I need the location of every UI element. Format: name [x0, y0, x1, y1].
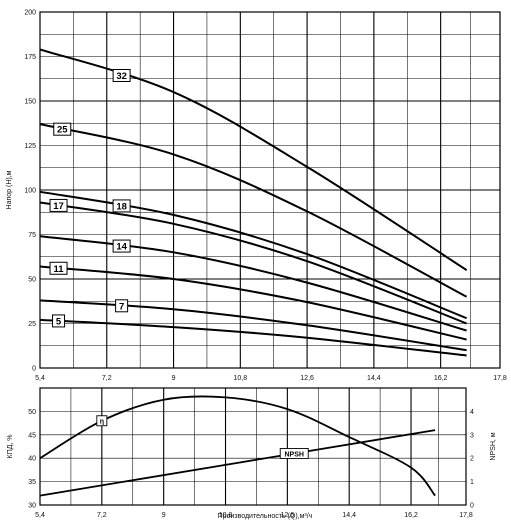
efficiency-axis-label: КПД, % [7, 435, 14, 459]
stage-label-box [115, 299, 129, 313]
head-curve-14 [39, 235, 467, 332]
stage-label: 18 [116, 201, 127, 212]
head-y-tick-label: 125 [24, 143, 36, 150]
head-curve-32 [39, 48, 468, 271]
head-curve-18 [39, 190, 467, 320]
npsh-label: NPSH [284, 451, 303, 458]
npsh-tick-label: 2 [470, 456, 474, 463]
efficiency-x-tick-label: 9 [162, 512, 166, 519]
efficiency-y-tick-label: 50 [28, 409, 36, 416]
stage-label: 7 [119, 301, 124, 312]
flow-axis-label: Производительность (Q),м³/ч [218, 513, 313, 520]
npsh-tick-label: 4 [470, 409, 474, 416]
stage-label-box [112, 199, 131, 213]
npsh-tick-label: 0 [470, 503, 474, 510]
npsh-curve [39, 429, 436, 497]
stage-label: 14 [116, 242, 127, 253]
head-x-tick-label: 9 [172, 375, 176, 382]
stage-label: 5 [56, 316, 62, 327]
head-tick-labels: 5,4 7,2 9 10,8 12,6 14,4 16,2 17,80255075100125… [24, 10, 507, 383]
stage-label-box [53, 122, 72, 136]
stage-label-box [49, 261, 68, 275]
efficiency-npsh-curves: η NPSH [39, 395, 436, 497]
head-x-tick-label: 5,4 [35, 375, 45, 382]
head-y-tick-label: 150 [24, 99, 36, 106]
stage-label-box [52, 314, 66, 328]
efficiency-x-tick-label: 5,4 [35, 512, 45, 519]
stage-label: 17 [53, 201, 64, 212]
head-curve-11 [39, 265, 467, 341]
efficiency-label: η [100, 419, 104, 426]
head-y-tick-label: 100 [24, 188, 36, 195]
head-x-tick-label: 16,2 [434, 375, 448, 382]
head-x-tick-label: 10,8 [234, 375, 248, 382]
stage-label-box [112, 68, 131, 82]
head-y-tick-label: 175 [24, 54, 36, 61]
head-x-tick-label: 7,2 [102, 375, 112, 382]
efficiency-plot-frame [39, 387, 467, 506]
efficiency-y-tick-label: 45 [28, 432, 36, 439]
head-y-tick-label: 75 [28, 232, 36, 239]
head-y-tick-label: 200 [24, 10, 36, 17]
head-y-tick-label: 50 [28, 277, 36, 284]
efficiency-x-tick-label: 12,6 [281, 512, 295, 519]
head-x-tick-label: 17,8 [493, 375, 507, 382]
npsh-tick-label: 1 [470, 479, 474, 486]
stage-label: 11 [54, 264, 65, 275]
efficiency-x-tick-label: 14,4 [342, 512, 356, 519]
efficiency-tick-labels: 5,4 7,2 9 10,8 12,6 14,4 16,2 17,8 30 35 40 45 50 0 1 2… [28, 409, 474, 519]
head-y-tick-label: 0 [32, 366, 36, 373]
efficiency-x-tick-label: 16,2 [404, 512, 418, 519]
npsh-axis-label: NPSH, м [490, 432, 497, 460]
head-axis-label: Напор (H),м [6, 170, 13, 209]
curve-label-box [96, 415, 108, 427]
curve-label-box [279, 448, 309, 459]
efficiency-y-tick-label: 30 [28, 503, 36, 510]
head-grid [39, 11, 501, 369]
head-curve-17 [39, 201, 467, 325]
head-x-tick-label: 12,6 [300, 375, 314, 382]
efficiency-y-tick-label: 35 [28, 479, 36, 486]
npsh-tick-label: 3 [470, 432, 474, 439]
stage-label-box [112, 239, 131, 253]
stage-label-box [49, 198, 68, 212]
head-y-tick-label: 25 [28, 321, 36, 328]
efficiency-grid [39, 387, 467, 506]
head-x-tick-label: 14,4 [367, 375, 381, 382]
head-curves: 32 25 18 17 14 11 7 5 [39, 48, 468, 357]
head-curve-7 [39, 299, 467, 352]
efficiency-x-tick-label: 7,2 [97, 512, 107, 519]
head-curve-25 [39, 123, 468, 298]
efficiency-x-tick-label: 17,8 [459, 512, 473, 519]
head-curve-5 [39, 318, 467, 357]
stage-label: 25 [57, 125, 68, 136]
stage-label: 32 [116, 71, 127, 82]
efficiency-x-tick-label: 10,8 [219, 512, 233, 519]
efficiency-y-tick-label: 40 [28, 456, 36, 463]
